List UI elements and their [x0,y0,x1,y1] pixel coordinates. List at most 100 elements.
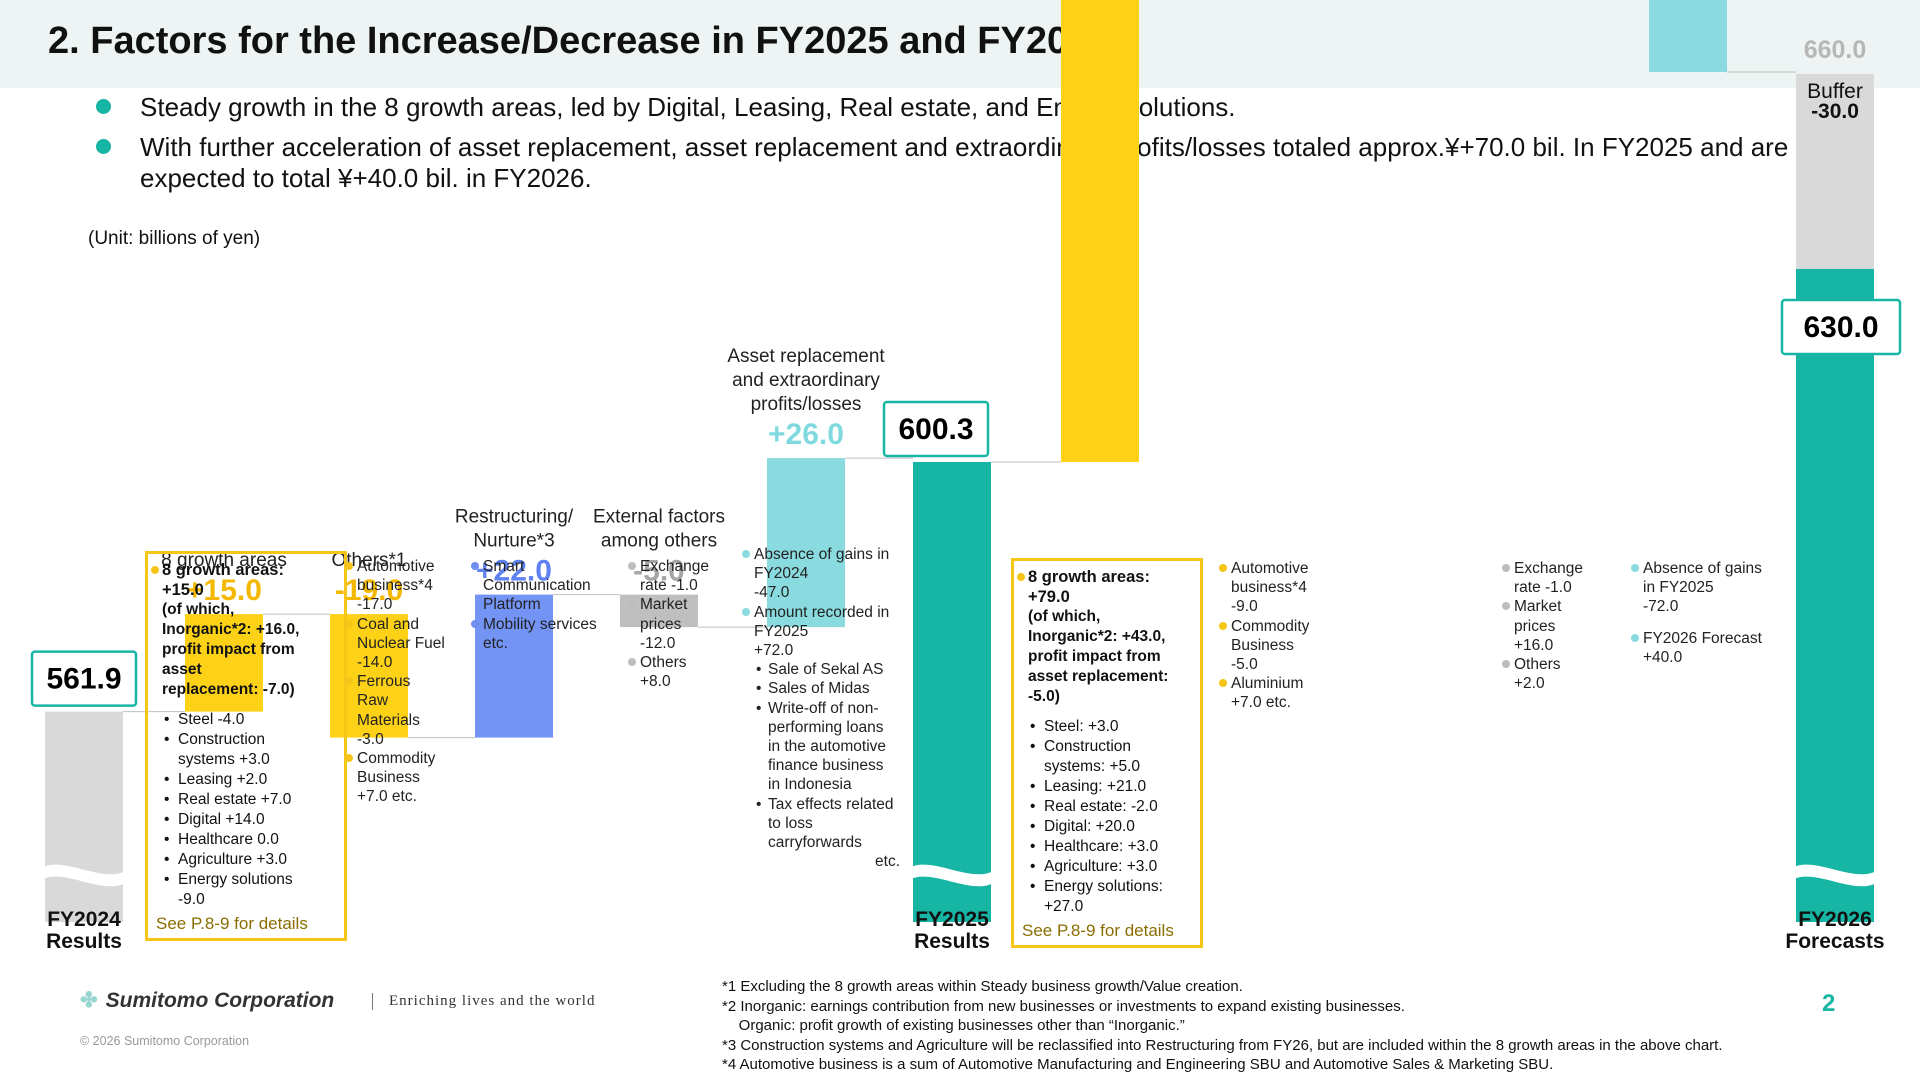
see-details-link[interactable]: See P.8-9 for details [1022,921,1174,940]
note-line: Ferrous [345,672,467,691]
note-line: prices [640,615,682,633]
axis-break-mark [1792,864,1878,887]
note-line: Tax effects related [756,795,900,814]
total-bar [45,711,123,922]
total-value-label: 561.9 [46,663,121,696]
growth-box-item: Healthcare 0.0 [164,830,334,850]
growth-box-sub-line: Inorganic*2: +16.0, [162,621,300,638]
growth-box-subtext: (of which, Inorganic*2: +43.0, profit impa… [1028,607,1190,707]
note-line: -14.0 [357,654,393,672]
growth-box-sub-line: profit impact from [162,641,295,658]
note-line: -72.0 [1643,598,1679,616]
summary-bullet-1: Steady growth in the 8 growth areas, led… [96,92,1856,123]
growth-box-item: Healthcare: +3.0 [1030,837,1190,857]
footnote-line: Organic: profit growth of existing busin… [722,1017,1185,1034]
growth-box-title: 8 growth areas: +15.0 [151,560,334,600]
note-line: FY2024 [754,565,809,583]
note-line: prices [1514,617,1556,635]
summary-bullets: Steady growth in the 8 growth areas, led… [96,92,1856,203]
bullet-text: With further acceleration of asset repla… [140,132,1789,193]
note-line: business*4 [1231,579,1307,597]
title-bar: 2. Factors for the Increase/Decrease in … [0,0,1920,88]
total-bar [1796,268,1874,922]
growth-box-item: Agriculture +3.0 [164,850,334,870]
asset-fy2025-notes: Absence of gains in FY2024 -47.0 Amount rec… [742,545,900,871]
note-line: Raw [357,692,389,710]
delta-bar [330,614,408,738]
delta-bar [1061,0,1139,462]
growth-box-item: Construction [1030,737,1190,757]
total-value-label: 630.0 [1803,311,1878,344]
growth-box-item: Construction [164,730,334,750]
note-line: to loss [768,814,813,832]
delta-bar [1649,0,1727,72]
footnote-line: *4 Automotive business is a sum of Autom… [722,1056,1554,1073]
note-line: etc. [875,853,900,871]
note-line: Business [1231,636,1294,654]
note-line: Absence of gains [1631,559,1783,578]
delta-bar [620,594,698,628]
growth-box-item: Real estate: -2.0 [1030,797,1190,817]
note-line: Nuclear Fuel [357,634,445,652]
growth-box-item: Agriculture: +3.0 [1030,857,1190,877]
note-line: Commodity [345,749,467,768]
external-fy2026-notes: Exchange rate -1.0 Market prices +16.0 Others… [1502,559,1604,693]
growth-box-sub-line: asset replacement: [1028,668,1169,685]
note-line: Coal and [345,615,467,634]
total-category-label: FY2025 Results [914,908,990,953]
growth-box-item: -9.0 [178,891,205,908]
growth-box-items: Steel -4.0Constructionsystems +3.0 Leasin… [162,710,334,910]
growth-box-subtext: (of which, Inorganic*2: +16.0, profit impa… [162,600,334,700]
growth-box-item: systems: +5.0 [1044,758,1141,775]
note-line: +7.0 etc. [1231,694,1291,712]
total-category-label: FY2026 Forecasts [1785,908,1884,953]
note-line: Market [1502,597,1604,616]
company-tagline: Enriching lives and the world [372,993,595,1010]
note-line: business*4 [357,577,433,595]
growth-box-item: Steel: +3.0 [1030,717,1190,737]
note-line: Others [1502,655,1604,674]
axis-break-mark [909,864,995,887]
growth-box-item: +27.0 [1044,898,1084,915]
bullet-dot-icon [96,99,111,114]
growth-box-item: Leasing: +21.0 [1030,777,1190,797]
note-line: Market [628,595,740,614]
note-line: Materials [357,711,420,729]
total-category-label: FY2024 Results [46,908,122,953]
note-line: Automotive [345,557,467,576]
note-line: Exchange [1502,559,1604,578]
note-line: Business [357,769,420,787]
asset-fy2026-notes: Absence of gains in FY2025 -72.0 FY2026 For… [1631,559,1783,667]
note-line: Communication [483,577,591,595]
note-line: rate -1.0 [640,577,698,595]
delta-value-label: -5.0 [633,555,685,588]
growth-box-title: 8 growth areas: +79.0 [1017,567,1190,607]
note-line: in the automotive [768,738,887,756]
growth-box-sub-line: profit impact from [1028,648,1161,665]
note-line: performing loans [768,718,884,736]
see-details-link[interactable]: See P.8-9 for details [156,914,308,933]
external-fy2025-notes: Exchange rate -1.0 Market prices -12.0 Others… [628,557,740,691]
growth-box-sub-line: -5.0) [1028,688,1060,705]
growth-box-item: Steel -4.0 [164,710,334,730]
note-line: -12.0 [640,634,676,652]
footnote-line: *2 Inorganic: earnings contribution from… [722,997,1405,1015]
category-label: Restructuring/Nurture*3 [455,507,574,552]
note-line: carryforwards [768,834,862,852]
total-value-label: 600.3 [898,413,973,446]
axis-break-mark [41,864,127,887]
growth-areas-fy2026-box: 8 growth areas: +79.0 (of which, Inorganic… [1011,558,1203,948]
note-line: +2.0 [1514,675,1545,693]
footnote-line: *3 Construction systems and Agriculture … [722,1036,1723,1054]
note-line: -5.0 [1231,656,1258,674]
delta-value-label: +26.0 [768,418,844,451]
note-line: Automotive [1219,559,1351,578]
page-title: 2. Factors for the Increase/Decrease in … [48,20,1111,62]
note-line: Absence of gains in [742,545,900,564]
note-line: Commodity [1219,617,1351,636]
note-line: Others [628,653,740,672]
total-bar [913,462,991,922]
delta-value-label: +22.0 [476,555,552,588]
buffer-label: Buffer [1807,80,1863,103]
note-line: Smart [471,557,623,576]
